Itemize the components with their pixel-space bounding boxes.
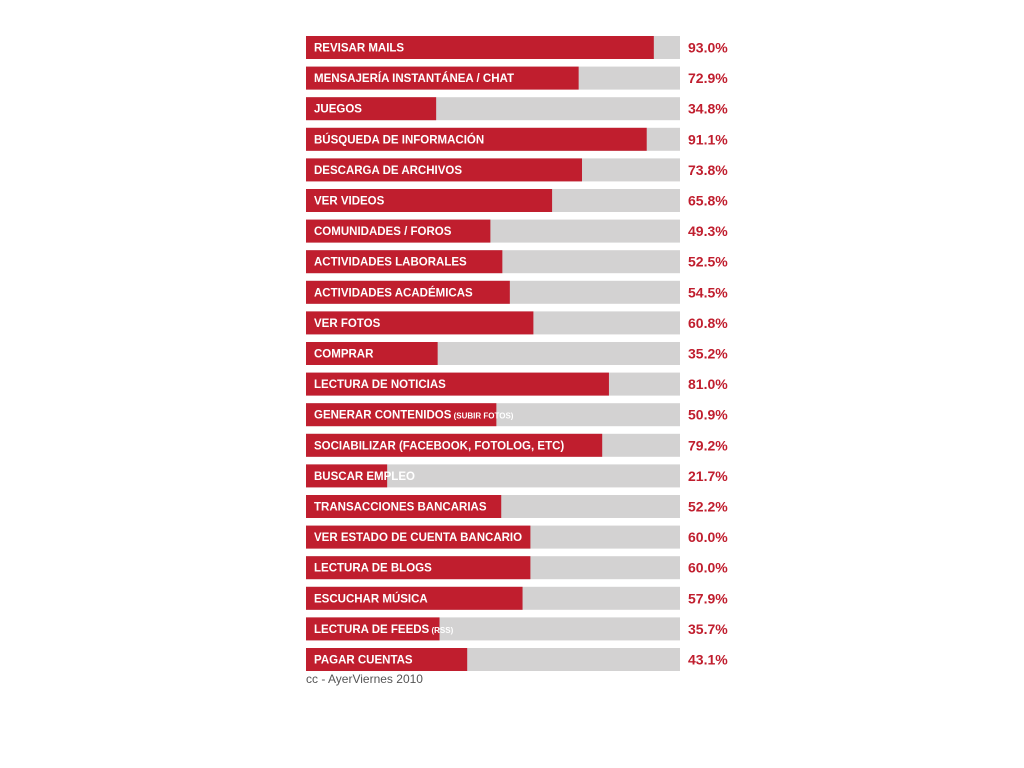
bar [306, 250, 503, 274]
bar-value-label: 93.0% [688, 40, 728, 56]
bar-row: VER ESTADO DE CUENTA BANCARIO 60.0% [306, 525, 728, 549]
bar-value-label: 57.9% [688, 590, 728, 606]
bar-value-label: 60.0% [688, 529, 728, 545]
bar [306, 189, 553, 212]
bar [306, 311, 534, 335]
bar-row: DESCARGA DE ARCHIVOS 73.8% [306, 158, 728, 182]
bar-value-label: 60.0% [688, 560, 728, 576]
bar [306, 556, 531, 580]
bar [306, 648, 468, 671]
bar-category-label: BÚSQUEDA DE INFORMACIÓN [314, 133, 484, 146]
bar-row: LECTURA DE BLOGS 60.0% [306, 556, 728, 580]
bar [306, 525, 531, 549]
bar-category-label: MENSAJERÍA INSTANTÁNEA / CHAT [314, 72, 514, 85]
bar-category-label: VER FOTOS [314, 318, 381, 330]
bar-row: REVISAR MAILS 93.0% [306, 36, 728, 59]
bar [306, 464, 388, 488]
bar-row: MENSAJERÍA INSTANTÁNEA / CHAT 72.9% [306, 66, 728, 90]
bar-row: TRANSACCIONES BANCARIAS 52.2% [306, 495, 728, 518]
bar-value-label: 73.8% [688, 162, 728, 178]
bar [306, 66, 579, 90]
bar [306, 342, 438, 365]
bar-row: BUSCAR EMPLEO 21.7% [306, 464, 728, 488]
bar-category-label: REVISAR MAILS [314, 43, 404, 55]
bar [306, 36, 654, 59]
bar-category-label: COMPRAR [314, 349, 374, 361]
bar-row: LECTURA DE FEEDS (RSS) 35.7% [306, 617, 728, 641]
bar-value-label: 60.8% [688, 315, 728, 331]
bar-row: ACTIVIDADES LABORALES 52.5% [306, 250, 728, 274]
bar [306, 127, 647, 151]
bar-row: ACTIVIDADES ACADÉMICAS 54.5% [306, 280, 728, 304]
bar-row: COMUNIDADES / FOROS 49.3% [306, 219, 728, 243]
bar [306, 280, 510, 304]
bar-category-label: JUEGOS [314, 104, 362, 116]
bar [306, 433, 603, 457]
bar-value-label: 35.2% [688, 346, 728, 362]
bar-value-label: 81.0% [688, 376, 728, 392]
bar [306, 219, 491, 243]
bar [306, 586, 523, 610]
bar [306, 495, 502, 518]
bar-value-label: 21.7% [688, 468, 728, 484]
bar-row: COMPRAR 35.2% [306, 342, 728, 365]
bar-value-label: 49.3% [688, 223, 728, 239]
bar-row: JUEGOS 34.8% [306, 97, 728, 121]
bar-value-label: 35.7% [688, 621, 728, 637]
bar [306, 372, 609, 396]
bar-value-label: 34.8% [688, 101, 728, 117]
bar-value-label: 65.8% [688, 193, 728, 209]
bar [306, 617, 440, 641]
bar-category-label: GENERAR CONTENIDOS (SUBIR FOTOS) [314, 410, 514, 422]
bar-value-label: 91.1% [688, 131, 728, 147]
bar-category-label: LECTURA DE BLOGS [314, 563, 432, 575]
bar-category-label: PAGAR CUENTAS [314, 655, 413, 667]
bar-category-label: DESCARGA DE ARCHIVOS [314, 165, 462, 177]
bar-row: LECTURA DE NOTICIAS 81.0% [306, 372, 728, 396]
bar [306, 158, 583, 182]
bar-category-label: VER VIDEOS [314, 196, 385, 208]
bar-value-label: 43.1% [688, 652, 728, 668]
bar-row: VER VIDEOS 65.8% [306, 189, 728, 212]
bar-category-label: LECTURA DE FEEDS (RSS) [314, 624, 454, 636]
bar-category-label: TRANSACCIONES BANCARIAS [314, 502, 487, 514]
credit-text: cc - AyerViernes 2010 [306, 672, 423, 686]
bar-row: ESCUCHAR MÚSICA 57.9% [306, 586, 728, 610]
bar-row: BÚSQUEDA DE INFORMACIÓN 91.1% [306, 127, 728, 151]
bar [306, 97, 437, 121]
bar-value-label: 54.5% [688, 284, 728, 300]
bar-value-label: 52.2% [688, 499, 728, 515]
bar-value-label: 72.9% [688, 70, 728, 86]
bar-row: GENERAR CONTENIDOS (SUBIR FOTOS) 50.9% [306, 403, 728, 427]
bar-category-label: VER ESTADO DE CUENTA BANCARIO [314, 532, 522, 544]
bar-value-label: 79.2% [688, 437, 728, 453]
bar-category-label: LECTURA DE NOTICIAS [314, 379, 446, 391]
bar-value-label: 50.9% [688, 407, 728, 423]
bar-category-label: ACTIVIDADES LABORALES [314, 257, 467, 269]
bar-track [306, 464, 680, 488]
bar-category-label: BUSCAR EMPLEO [314, 471, 415, 483]
bar-category-label: SOCIABILIZAR (FACEBOOK, FOTOLOG, ETC) [314, 440, 564, 452]
bar-category-label: ESCUCHAR MÚSICA [314, 592, 428, 605]
bar [306, 403, 497, 427]
bar-value-label: 52.5% [688, 254, 728, 270]
bar-category-label: ACTIVIDADES ACADÉMICAS [314, 286, 473, 299]
bar-category-label: COMUNIDADES / FOROS [314, 226, 452, 238]
bar-row: VER FOTOS 60.8% [306, 311, 728, 335]
bar-row: SOCIABILIZAR (FACEBOOK, FOTOLOG, ETC) 79.… [306, 433, 728, 457]
bar-row: PAGAR CUENTAS 43.1% [306, 648, 728, 671]
